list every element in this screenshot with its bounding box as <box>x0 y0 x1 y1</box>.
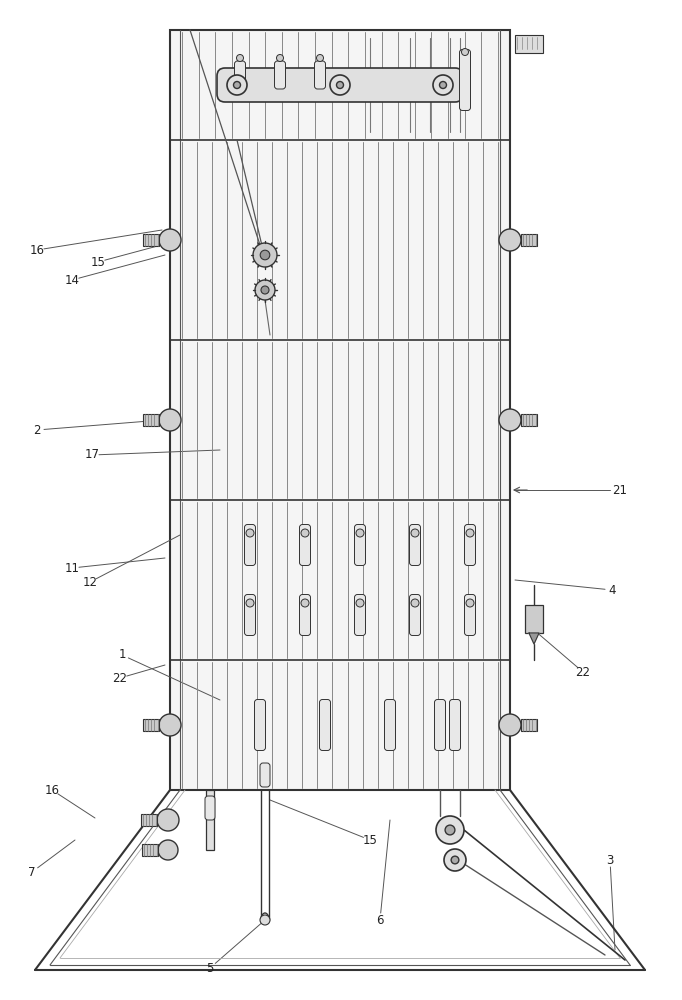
Circle shape <box>336 82 344 89</box>
Text: 16: 16 <box>44 784 59 796</box>
Circle shape <box>301 529 309 537</box>
Text: 15: 15 <box>91 255 106 268</box>
Circle shape <box>158 840 178 860</box>
Bar <box>206 790 214 850</box>
FancyBboxPatch shape <box>274 61 286 89</box>
Text: 21: 21 <box>612 484 627 496</box>
Bar <box>515 35 543 53</box>
Text: 14: 14 <box>65 273 80 286</box>
Circle shape <box>356 599 364 607</box>
Text: 16: 16 <box>29 243 44 256</box>
Circle shape <box>466 529 474 537</box>
FancyBboxPatch shape <box>314 61 325 89</box>
Bar <box>143 234 159 246</box>
Text: 7: 7 <box>28 865 35 879</box>
Bar <box>170 30 510 790</box>
Circle shape <box>411 599 419 607</box>
Circle shape <box>445 825 455 835</box>
Circle shape <box>466 599 474 607</box>
FancyBboxPatch shape <box>409 524 421 566</box>
Circle shape <box>451 856 459 864</box>
Bar <box>142 844 158 856</box>
Text: 15: 15 <box>363 834 377 846</box>
Circle shape <box>499 714 521 736</box>
Circle shape <box>411 529 419 537</box>
FancyBboxPatch shape <box>245 524 256 566</box>
Circle shape <box>316 54 323 62</box>
Text: 11: 11 <box>65 562 80 574</box>
Circle shape <box>227 75 247 95</box>
Circle shape <box>276 54 284 62</box>
Circle shape <box>159 409 181 431</box>
Circle shape <box>261 286 269 294</box>
Circle shape <box>157 809 179 831</box>
Circle shape <box>237 54 243 62</box>
Text: 2: 2 <box>33 424 41 436</box>
Circle shape <box>246 529 254 537</box>
Circle shape <box>260 915 270 925</box>
FancyBboxPatch shape <box>409 594 421 636</box>
Circle shape <box>330 75 350 95</box>
Bar <box>521 234 537 246</box>
FancyBboxPatch shape <box>235 61 246 89</box>
Circle shape <box>499 229 521 251</box>
Bar <box>143 719 159 731</box>
Circle shape <box>253 243 277 267</box>
FancyBboxPatch shape <box>464 594 475 636</box>
Text: 5: 5 <box>207 962 213 974</box>
Circle shape <box>436 816 464 844</box>
Text: 4: 4 <box>608 584 616 596</box>
FancyBboxPatch shape <box>254 700 265 750</box>
Text: 1: 1 <box>118 648 125 662</box>
Circle shape <box>159 714 181 736</box>
Bar <box>521 414 537 426</box>
Text: 17: 17 <box>85 448 100 462</box>
Circle shape <box>444 849 466 871</box>
Circle shape <box>246 599 254 607</box>
Circle shape <box>255 280 275 300</box>
FancyBboxPatch shape <box>205 796 215 820</box>
Bar <box>525 605 543 633</box>
FancyBboxPatch shape <box>460 49 471 110</box>
FancyBboxPatch shape <box>355 524 366 566</box>
Circle shape <box>159 229 181 251</box>
Circle shape <box>433 75 453 95</box>
Bar <box>141 814 157 826</box>
FancyBboxPatch shape <box>260 763 270 787</box>
FancyBboxPatch shape <box>245 594 256 636</box>
Circle shape <box>462 48 469 55</box>
FancyBboxPatch shape <box>299 524 310 566</box>
FancyBboxPatch shape <box>319 700 331 750</box>
FancyBboxPatch shape <box>217 68 463 102</box>
Text: 12: 12 <box>83 576 98 588</box>
Polygon shape <box>529 633 539 644</box>
Text: 6: 6 <box>376 914 384 926</box>
Bar <box>521 719 537 731</box>
FancyBboxPatch shape <box>449 700 460 750</box>
Circle shape <box>356 529 364 537</box>
FancyBboxPatch shape <box>355 594 366 636</box>
Text: 22: 22 <box>113 672 128 684</box>
Circle shape <box>301 599 309 607</box>
Circle shape <box>439 82 447 89</box>
Text: 3: 3 <box>606 854 614 866</box>
Circle shape <box>233 82 241 89</box>
Circle shape <box>499 409 521 431</box>
Circle shape <box>261 250 270 260</box>
Bar <box>143 414 159 426</box>
Text: 22: 22 <box>576 666 591 678</box>
FancyBboxPatch shape <box>299 594 310 636</box>
FancyBboxPatch shape <box>385 700 396 750</box>
FancyBboxPatch shape <box>434 700 445 750</box>
FancyBboxPatch shape <box>464 524 475 566</box>
